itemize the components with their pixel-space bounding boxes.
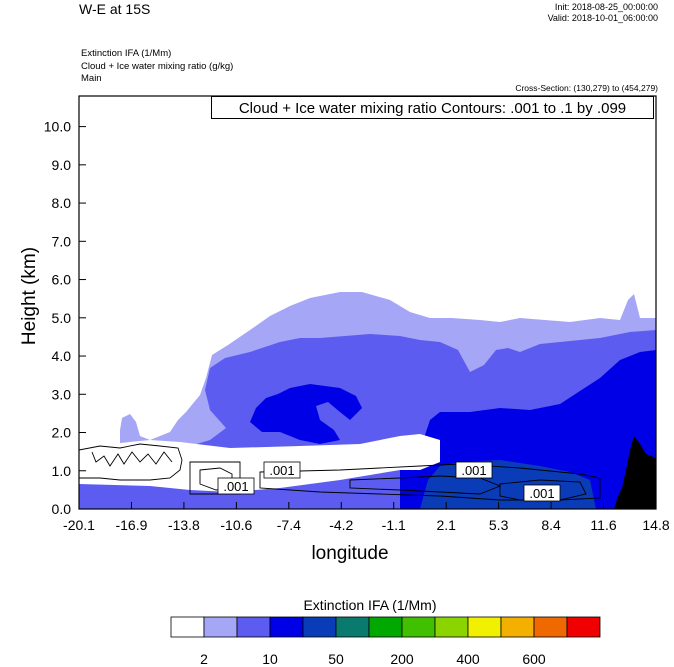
contour-label: .001: [461, 463, 486, 478]
field-name-extinction: Extinction IFA (1/Mm): [81, 48, 172, 59]
x-axis: -20.1 -16.9 -13.8 -10.6 -7.4 -4.2 -1.1 2.1 5.3 8.…: [63, 502, 670, 533]
y-tick-label: 3.0: [52, 386, 72, 402]
x-tick-label: 5.3: [489, 517, 509, 533]
contour-info-box: Cloud + Ice water mixing ratio Contours:…: [211, 96, 654, 119]
x-tick-label: -10.6: [220, 517, 252, 533]
field-name-main: Main: [81, 73, 102, 84]
contour-label-boxes: [217, 461, 561, 502]
colorbar-label: 200: [390, 651, 414, 667]
x-tick-label: -7.4: [277, 517, 301, 533]
y-tick-label: 1.0: [52, 463, 72, 479]
x-tick-label: -16.9: [115, 517, 147, 533]
shade-level-dark: [250, 384, 362, 444]
contour-label: .001: [269, 463, 294, 478]
x-tick-label: 2.1: [436, 517, 456, 533]
y-axis-label: Height (km): [19, 246, 40, 346]
colorbar-swatch: [302, 616, 337, 638]
y-tick-label: 10.0: [44, 119, 71, 135]
x-tick-label: 11.6: [590, 517, 616, 533]
colorbar-swatch: [269, 616, 304, 638]
colorbar-swatch: [335, 616, 370, 638]
colorbar-title: Extinction IFA (1/Mm): [303, 597, 437, 613]
x-tick-label: -13.8: [168, 517, 200, 533]
x-tick-label: 8.4: [541, 517, 561, 533]
x-tick-label: -1.1: [382, 517, 406, 533]
colorbar-swatch: [170, 616, 205, 638]
y-axis: 0.0 1.0 2.0 3.0 4.0 5.0 6.0 7.0 8.0 9.0 10.0: [44, 119, 86, 517]
x-tick-label: -4.2: [329, 517, 353, 533]
colorbar-label: 400: [456, 651, 480, 667]
valid-time: Valid: 2018-10-01_06:00:00: [547, 13, 658, 23]
colorbar-label: 10: [262, 651, 278, 667]
y-tick-label: 4.0: [52, 348, 72, 364]
chart-title: W-E at 15S: [79, 1, 151, 17]
colorbar-swatch: [368, 616, 403, 638]
colorbar-swatch: [533, 616, 568, 638]
cross-section-label: Cross-Section: (130,279) to (454,279): [515, 83, 658, 93]
colorbar-swatch: [467, 616, 502, 638]
colorbar-label: 50: [328, 651, 344, 667]
colorbar-swatch: [236, 616, 271, 638]
colorbar-label: 2: [200, 651, 208, 667]
y-tick-label: 9.0: [52, 157, 72, 173]
field-name-mixing-ratio: Cloud + Ice water mixing ratio (g/kg): [81, 61, 234, 72]
colorbar-swatch: [566, 616, 601, 638]
y-tick-label: 0.0: [52, 501, 72, 517]
shade-level-white: [79, 434, 440, 492]
x-tick-label: -20.1: [63, 517, 95, 533]
x-tick-label: 14.8: [642, 517, 669, 533]
y-tick-label: 8.0: [52, 195, 72, 211]
y-tick-label: 5.0: [52, 310, 72, 326]
colorbar-swatch: [401, 616, 436, 638]
init-time: Init: 2018-08-25_00:00:00: [554, 2, 658, 12]
colorbar: 2 10 50 200 400 600: [170, 616, 601, 667]
y-tick-label: 6.0: [52, 272, 72, 288]
colorbar-swatch: [434, 616, 469, 638]
y-tick-label: 7.0: [52, 233, 72, 249]
colorbar-swatch: [203, 616, 238, 638]
contour-fill-layer: [79, 292, 656, 509]
y-tick-label: 2.0: [52, 425, 72, 441]
x-axis-label: longitude: [311, 543, 389, 564]
colorbar-swatch: [500, 616, 535, 638]
contour-label: .001: [529, 486, 554, 501]
contour-label: .001: [223, 479, 248, 494]
colorbar-label: 600: [522, 651, 546, 667]
terrain-mask: [614, 436, 656, 509]
